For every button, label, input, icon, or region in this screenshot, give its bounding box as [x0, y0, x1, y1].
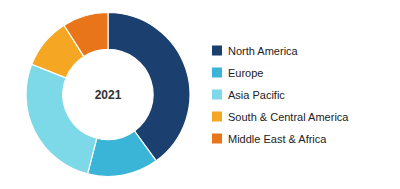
donut-slice	[26, 64, 97, 174]
chart-svg: 2021 North America Europe Asia Pacific South…	[0, 0, 400, 189]
legend-label: Europe	[228, 67, 263, 79]
legend-label: Middle East & Africa	[228, 133, 327, 145]
legend-swatch	[212, 134, 222, 144]
slices	[26, 13, 190, 177]
donut-slice	[64, 13, 108, 57]
chart-container: 2021 North America Europe Asia Pacific South…	[0, 0, 400, 189]
legend: North America Europe Asia Pacific South & C…	[212, 45, 349, 145]
legend-label: Asia Pacific	[228, 89, 285, 101]
legend-label: South & Central America	[228, 111, 349, 123]
legend-swatch	[212, 68, 222, 78]
legend-label: North America	[228, 45, 299, 57]
center-label: 2021	[95, 88, 122, 102]
donut-slice	[88, 131, 157, 177]
legend-swatch	[212, 46, 222, 56]
legend-swatch	[212, 112, 222, 122]
legend-swatch	[212, 90, 222, 100]
